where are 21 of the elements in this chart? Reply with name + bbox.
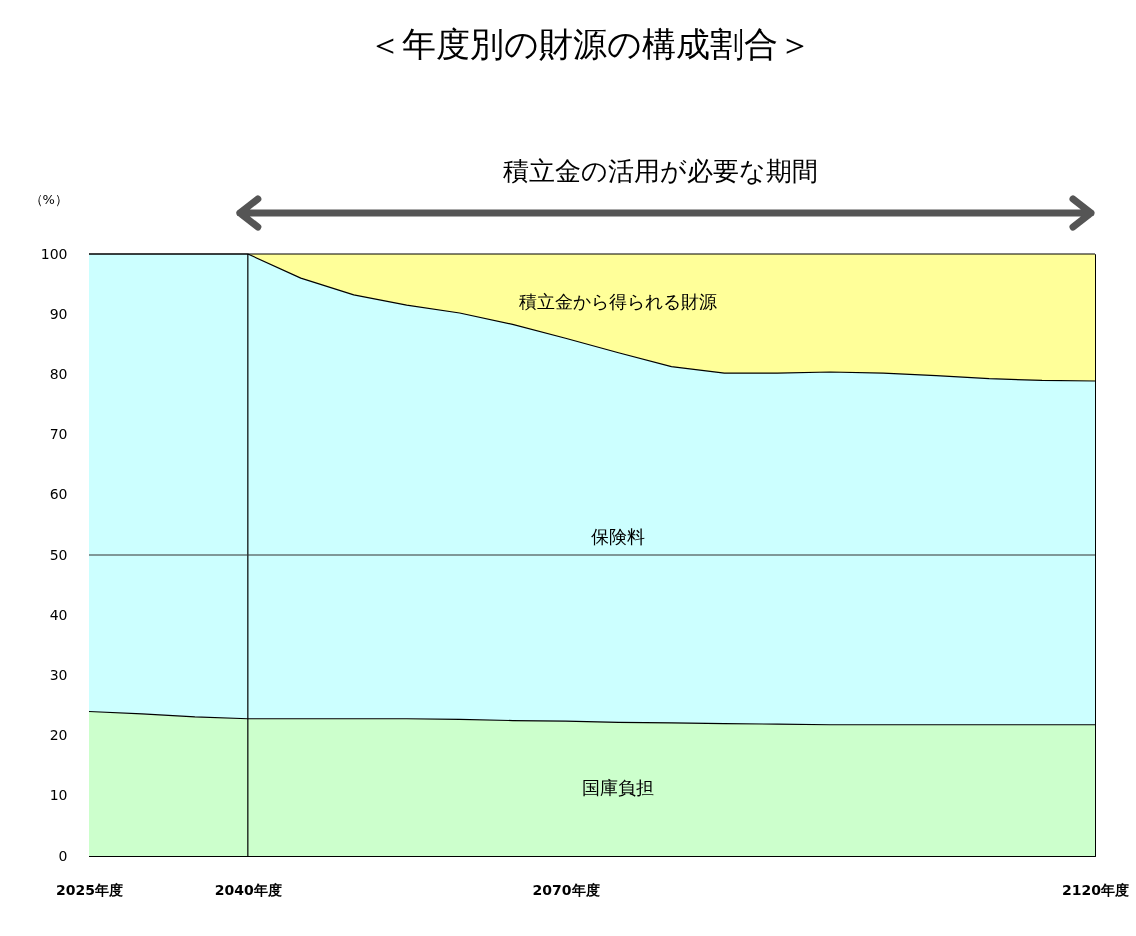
y-tick-label: 10 <box>49 787 68 804</box>
text: 積立金の活用が必要な期間 <box>502 156 818 186</box>
y-tick-label: 40 <box>49 606 68 623</box>
y-tick-label: 80 <box>49 365 68 382</box>
x-tick-label: 2025年度 <box>56 881 123 898</box>
y-tick-label: 50 <box>49 546 68 563</box>
series-label: 保険料 <box>591 525 646 547</box>
y-tick-label: 0 <box>58 847 68 864</box>
x-tick-label: 2120年度 <box>1062 881 1129 898</box>
x-tick-label: 2040年度 <box>214 881 282 898</box>
y-tick-label: 30 <box>49 666 68 683</box>
y-tick-label: 90 <box>49 305 68 322</box>
x-tick-label: 2070年度 <box>532 881 600 898</box>
y-tick-label: 20 <box>49 727 68 744</box>
y-tick-label: 70 <box>49 426 68 443</box>
series-label: 積立金から得られる財源 <box>519 291 718 313</box>
y-tick-label: 100 <box>40 245 68 262</box>
chart-title: ＜年度別の財源の構成割合＞ <box>368 24 812 64</box>
y-tick-label: 60 <box>49 486 68 503</box>
series-label: 国庫負担 <box>582 777 655 799</box>
y-axis-title: （%） <box>29 191 68 207</box>
